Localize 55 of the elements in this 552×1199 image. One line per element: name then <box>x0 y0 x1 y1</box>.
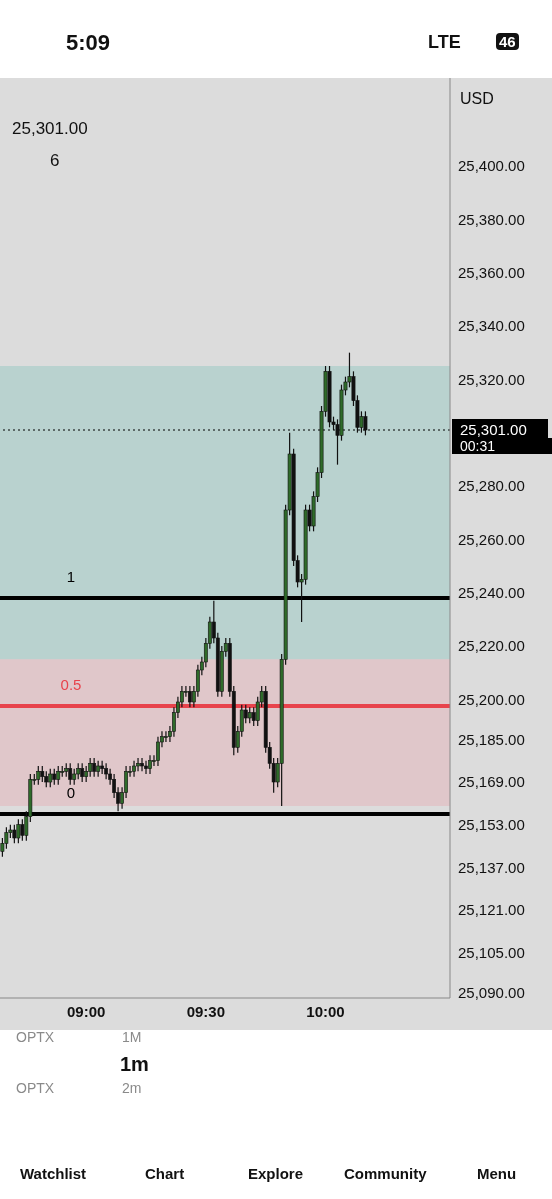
text: 1M <box>122 1029 142 1045</box>
y-tick-label: 25,153.00 <box>458 815 525 833</box>
candlestick <box>20 818 25 842</box>
text: 1m <box>120 1053 149 1076</box>
text: Explore <box>248 1165 304 1182</box>
y-tick-label: 25,090.00 <box>458 983 525 1001</box>
candlestick <box>16 818 21 844</box>
annotation: 1 <box>65 568 77 585</box>
candlestick <box>140 757 144 772</box>
y-tick-label: 25,220.00 <box>458 637 525 655</box>
text: 5:09 <box>66 30 111 56</box>
y-tick-label: 25,340.00 <box>458 317 525 335</box>
y-tick-label: 25,400.00 <box>458 157 525 175</box>
y-tick-label: 25,137.00 <box>458 858 525 876</box>
text: USD <box>460 90 494 108</box>
x-tick-label: 10:00 <box>306 1002 345 1020</box>
text: Community <box>344 1165 427 1182</box>
y-tick-label: 25,240.00 <box>458 583 525 601</box>
candlestick <box>164 730 168 743</box>
candlestick <box>144 760 148 775</box>
annotation: 25,301.00 <box>12 119 88 139</box>
annotation: 6 <box>50 151 60 171</box>
text: LTE <box>428 32 461 53</box>
annotation: 0 <box>65 784 77 801</box>
candlestick <box>96 760 101 778</box>
y-tick-label: 25,185.00 <box>458 730 525 748</box>
x-tick-label: 09:00 <box>66 1002 106 1020</box>
text: Watchlist <box>20 1165 87 1182</box>
text: Menu <box>477 1165 517 1182</box>
text: 00:31 <box>452 438 552 454</box>
x-tick-label: 09:30 <box>186 1002 226 1020</box>
candlestick <box>132 760 136 778</box>
y-tick-label: 25,121.00 <box>458 901 525 919</box>
y-tick-label: 25,169.00 <box>458 773 525 791</box>
y-tick-label: 25,105.00 <box>458 943 525 961</box>
candlestick <box>88 757 93 778</box>
annotation: 0.5 <box>59 676 83 693</box>
y-tick-label: 25,380.00 <box>458 210 525 228</box>
y-tick-label: 25,280.00 <box>458 477 525 495</box>
text: 2m <box>122 1080 142 1096</box>
text: OPTX <box>16 1080 55 1096</box>
candlestick <box>100 760 105 775</box>
candlestick <box>148 754 152 775</box>
candlestick <box>363 410 368 436</box>
candlestick <box>187 685 192 708</box>
y-tick-label: 25,200.00 <box>458 690 525 708</box>
y-tick-label: 25,320.00 <box>458 370 525 388</box>
text: 46 <box>496 33 519 50</box>
ref-line-label: 25,301.00 <box>460 421 527 438</box>
candlestick <box>12 824 17 844</box>
y-tick-label: 25,360.00 <box>458 263 525 281</box>
candlestick <box>92 757 97 778</box>
y-tick-label: 25,260.00 <box>458 530 525 548</box>
text: Chart <box>145 1165 185 1182</box>
text: OPTX <box>16 1029 55 1045</box>
